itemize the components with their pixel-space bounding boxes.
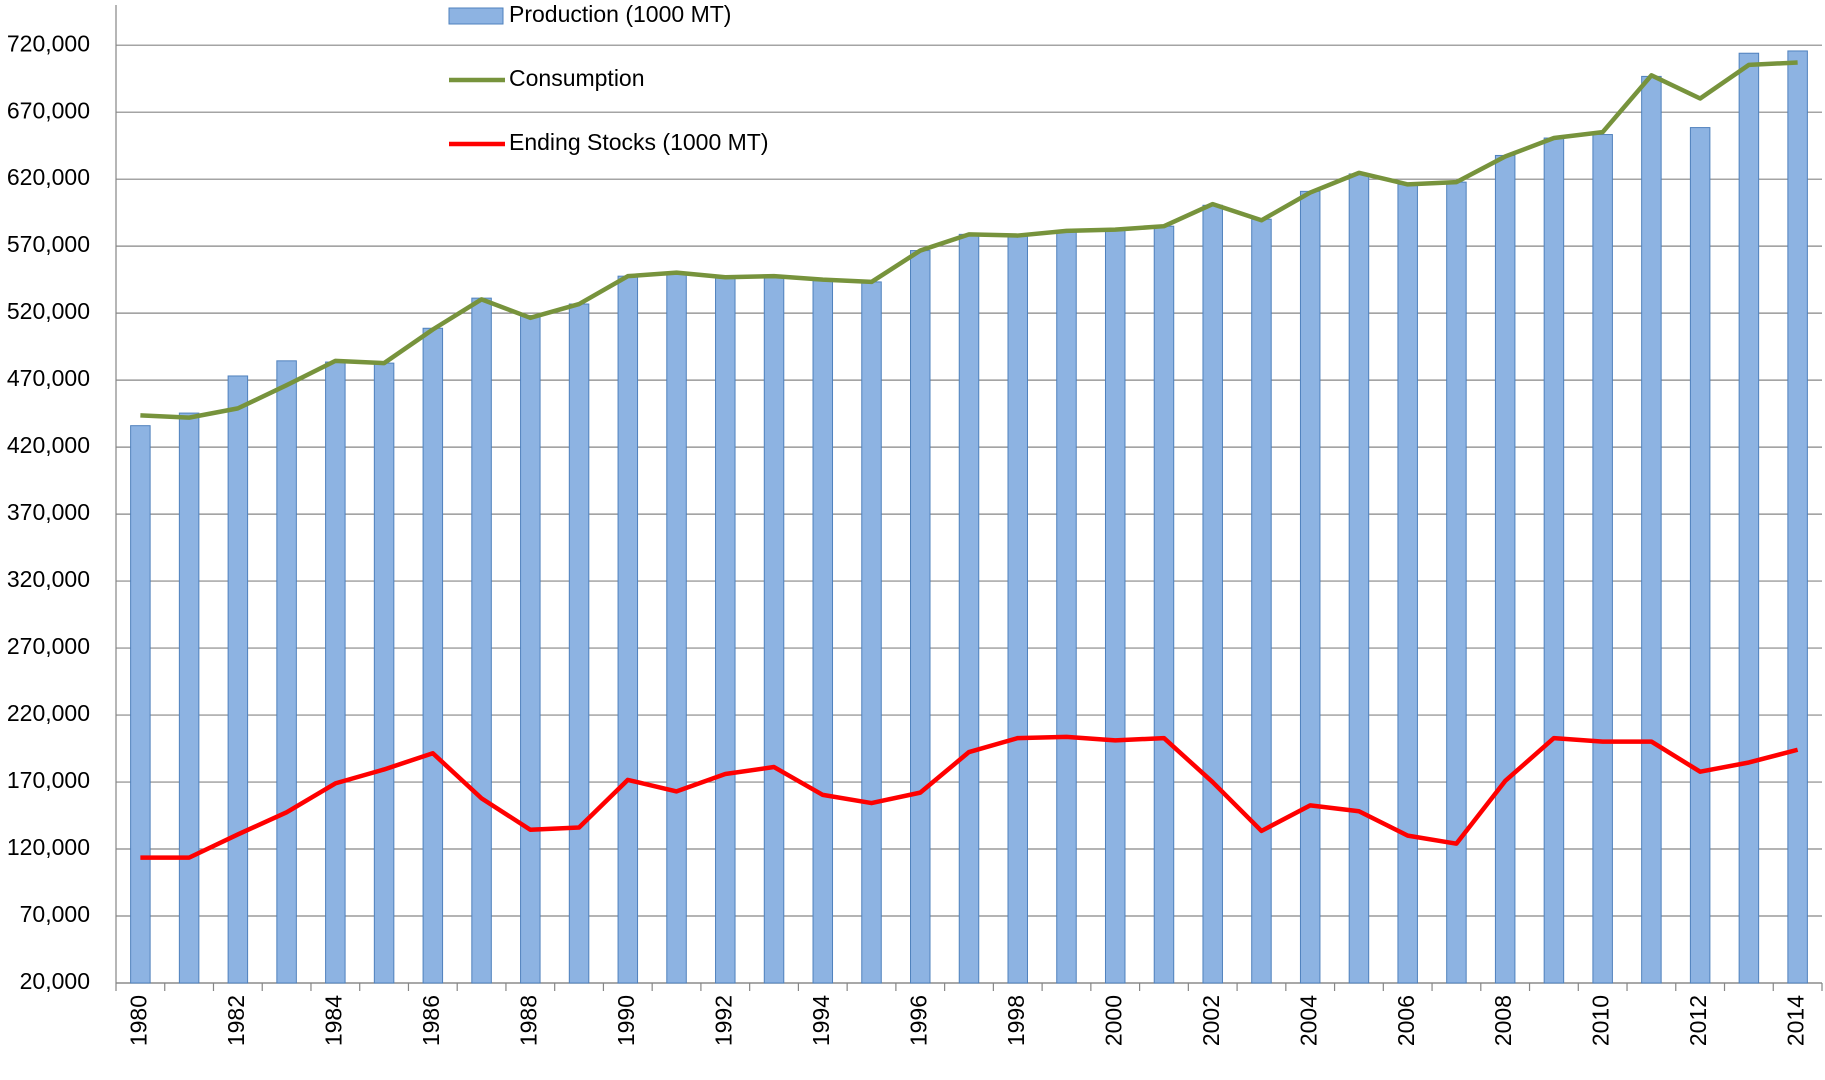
x-tick-label: 2012 — [1685, 995, 1711, 1046]
y-tick-label: 170,000 — [7, 767, 90, 793]
x-tick-label: 1984 — [320, 995, 346, 1046]
bar — [568, 303, 590, 984]
x-tick-label: 2000 — [1100, 995, 1126, 1046]
bar — [1007, 233, 1028, 984]
bar — [520, 315, 541, 984]
bar — [1299, 190, 1321, 984]
bar — [1641, 75, 1662, 984]
x-tick-label: 1998 — [1003, 995, 1029, 1046]
x-tick-label: 2010 — [1588, 995, 1614, 1046]
bar — [1056, 230, 1077, 984]
line — [140, 60, 1798, 420]
y-tick-label: 20,000 — [20, 968, 90, 994]
x-tick-label: 1994 — [808, 995, 834, 1046]
bar — [1689, 127, 1711, 984]
x-tick-label: 1990 — [613, 995, 639, 1046]
bar — [715, 276, 736, 984]
bar — [1592, 134, 1613, 984]
x-tick-label: 1996 — [905, 995, 931, 1046]
y-tick-label: 320,000 — [7, 566, 90, 592]
bar — [130, 425, 151, 984]
bar — [1397, 183, 1418, 984]
bar — [1202, 204, 1223, 984]
bar — [1494, 154, 1516, 984]
y-tick-label: 270,000 — [7, 633, 90, 659]
x-tick-label: 2008 — [1490, 995, 1516, 1046]
bar — [178, 412, 200, 984]
x-tick-label: 1982 — [223, 995, 249, 1046]
y-tick-label: 720,000 — [7, 30, 90, 56]
bar — [1446, 181, 1467, 984]
bar — [1787, 50, 1808, 984]
y-tick-label: 570,000 — [7, 231, 90, 257]
x-tick-label: 1980 — [125, 995, 151, 1046]
y-tick-label: 220,000 — [7, 700, 90, 726]
legend-label: Consumption — [509, 65, 645, 91]
bar — [861, 281, 882, 984]
bar — [763, 275, 785, 984]
bar — [373, 362, 395, 984]
y-tick-label: 470,000 — [7, 365, 90, 391]
bar — [276, 360, 297, 984]
y-tick-label: 70,000 — [20, 901, 90, 927]
y-tick-label: 620,000 — [7, 164, 90, 190]
bar — [227, 375, 249, 984]
legend-swatch — [448, 7, 504, 25]
x-tick-label: 2006 — [1393, 995, 1419, 1046]
bar — [1348, 173, 1370, 984]
y-tick-label: 370,000 — [7, 499, 90, 525]
bar — [910, 250, 931, 984]
bar — [325, 361, 346, 984]
x-tick-label: 1986 — [418, 995, 444, 1046]
legend-label: Production (1000 MT) — [509, 1, 731, 27]
x-tick-label: 2002 — [1198, 995, 1224, 1046]
y-tick-label: 120,000 — [7, 834, 90, 860]
x-tick-label: 2014 — [1783, 995, 1809, 1046]
bar — [1543, 137, 1565, 984]
y-tick-label: 670,000 — [7, 97, 90, 123]
x-tick-label: 1992 — [710, 995, 736, 1046]
bar — [1738, 52, 1760, 984]
y-tick-label: 520,000 — [7, 298, 90, 324]
legend-label: Ending Stocks (1000 MT) — [509, 129, 769, 155]
bar — [471, 297, 492, 984]
bar — [958, 233, 980, 984]
bar — [666, 272, 687, 984]
y-tick-label: 420,000 — [7, 432, 90, 458]
bar — [1104, 229, 1126, 984]
bar — [617, 275, 639, 984]
bar — [1251, 218, 1272, 984]
x-tick-label: 2004 — [1295, 995, 1321, 1046]
x-tick-label: 1988 — [515, 995, 541, 1046]
bar — [1153, 225, 1175, 984]
line — [140, 734, 1799, 860]
bar — [422, 327, 444, 984]
bar — [812, 280, 834, 984]
